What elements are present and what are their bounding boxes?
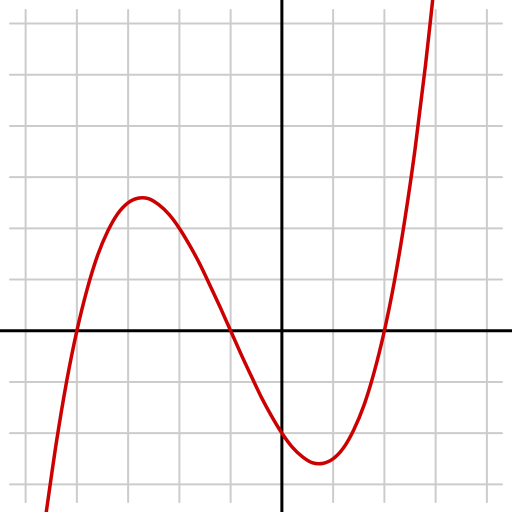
curve [44,0,435,512]
plot-area [44,0,435,512]
